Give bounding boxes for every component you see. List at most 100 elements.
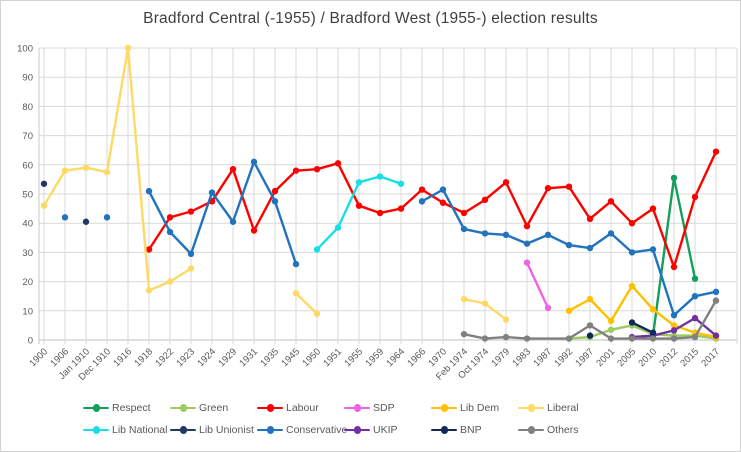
- legend-line-marker-icon: [257, 426, 283, 434]
- series-marker-liberal: [103, 168, 111, 176]
- series-marker-liberal: [187, 265, 195, 272]
- series-marker-lib-national: [313, 246, 321, 253]
- legend-label: Respect: [112, 402, 151, 414]
- series-marker-conservative: [187, 250, 195, 258]
- series-marker-others: [607, 335, 615, 342]
- series-marker-sdp: [544, 304, 552, 312]
- x-tick-label: 1900: [27, 346, 50, 369]
- series-marker-liberal: [481, 300, 489, 307]
- series-marker-labour: [502, 179, 510, 186]
- series-liberal: [40, 44, 510, 323]
- legend-label: Conservative: [286, 424, 348, 436]
- y-tick-label: 60: [22, 160, 33, 171]
- series-line-liberal: [42, 46, 193, 292]
- series-marker-labour: [376, 209, 384, 217]
- series-marker-lib-unionist: [82, 218, 90, 225]
- series-marker-bnp: [628, 319, 636, 326]
- legend-label: UKIP: [373, 424, 398, 436]
- series-marker-labour: [481, 196, 489, 204]
- legend-line-marker-icon: [344, 404, 370, 412]
- series-marker-respect: [691, 275, 699, 282]
- x-tick-label: 1918: [132, 346, 155, 369]
- legend-marker-dot: [353, 404, 361, 412]
- legend-item-respect: Respect: [83, 400, 170, 416]
- x-tick-label: 1935: [258, 346, 281, 369]
- x-tick-label: 1922: [153, 346, 176, 369]
- series-lib-national: [313, 173, 405, 253]
- gridlines: [38, 47, 738, 344]
- legend-item-lib-unionist: Lib Unionist: [170, 422, 257, 438]
- x-tick-label: 2015: [678, 346, 701, 369]
- y-tick-label: 0: [28, 336, 33, 347]
- series-marker-lib-dem: [670, 322, 678, 329]
- x-tick-label: 1950: [300, 346, 323, 369]
- series-marker-liberal: [313, 310, 321, 317]
- series-marker-labour: [397, 205, 405, 212]
- x-tick-label: 1955: [342, 346, 365, 369]
- series-marker-labour: [670, 263, 678, 271]
- series-marker-labour: [544, 184, 552, 192]
- legend-marker-dot: [527, 404, 535, 412]
- legend-item-conservative: Conservative: [257, 422, 348, 438]
- series-marker-labour: [607, 198, 615, 205]
- series-marker-bnp: [586, 332, 594, 339]
- series-marker-conservative: [292, 260, 300, 268]
- legend-line-marker-icon: [170, 404, 196, 412]
- series-marker-lib-national: [376, 173, 384, 180]
- series-marker-conservative: [481, 230, 489, 237]
- legend-line-marker-icon: [431, 404, 457, 412]
- series-marker-bnp: [649, 329, 657, 336]
- series-marker-green: [607, 326, 615, 333]
- series-marker-lib-dem: [649, 306, 657, 313]
- legend-line-marker-icon: [83, 404, 109, 412]
- legend-line-marker-icon: [83, 426, 109, 434]
- legend-line-marker-icon: [170, 426, 196, 434]
- legend-label: Lib Unionist: [199, 424, 254, 436]
- series-marker-conservative: [523, 240, 531, 247]
- x-tick-label: 1916: [111, 346, 134, 369]
- series-marker-labour: [334, 160, 342, 167]
- x-tick-label: 1923: [174, 346, 197, 369]
- legend-marker-dot: [527, 426, 535, 434]
- legend-marker-dot: [179, 404, 187, 412]
- series-sdp: [523, 259, 552, 312]
- series-marker-others: [586, 322, 594, 329]
- x-tick-label: 1966: [405, 346, 428, 369]
- series-marker-conservative: [460, 225, 468, 233]
- series-marker-labour: [355, 202, 363, 209]
- series-marker-others: [523, 335, 531, 342]
- series-marker-conservative: [586, 244, 594, 252]
- y-tick-label: 70: [22, 131, 33, 142]
- x-tick-label: 1987: [531, 346, 554, 369]
- series-line-bnp: [630, 321, 655, 334]
- series-marker-others: [712, 297, 720, 304]
- series-marker-conservative: [544, 231, 552, 239]
- legend-label: Liberal: [547, 402, 579, 414]
- series-marker-respect: [670, 174, 678, 182]
- series-marker-conservative: [250, 158, 258, 166]
- legend-label: SDP: [373, 402, 395, 414]
- series-marker-liberal: [292, 290, 300, 297]
- series-line-sdp: [525, 261, 550, 310]
- series-marker-conservative: [271, 198, 279, 205]
- series-marker-ukip: [691, 314, 699, 322]
- x-tick-label: 1951: [321, 346, 344, 369]
- series-marker-conservative: [229, 218, 237, 225]
- series-marker-conservative: [712, 288, 720, 296]
- legend-label: Labour: [286, 402, 319, 414]
- series-marker-liberal: [82, 164, 90, 171]
- series-marker-conservative: [166, 228, 174, 236]
- series-marker-ukip: [670, 327, 678, 334]
- series-marker-conservative: [649, 246, 657, 253]
- series-line-conservative: [147, 160, 298, 266]
- legend-marker-dot: [92, 426, 100, 434]
- x-tick-label: 1964: [384, 346, 407, 369]
- series-marker-others: [670, 335, 678, 342]
- y-tick-label: 20: [22, 277, 33, 288]
- series-marker-labour: [166, 214, 174, 221]
- chart-title: Bradford Central (-1955) / Bradford West…: [143, 10, 598, 27]
- series-marker-liberal: [124, 44, 132, 52]
- series-marker-labour: [712, 148, 720, 155]
- legend-marker-dot: [179, 426, 187, 434]
